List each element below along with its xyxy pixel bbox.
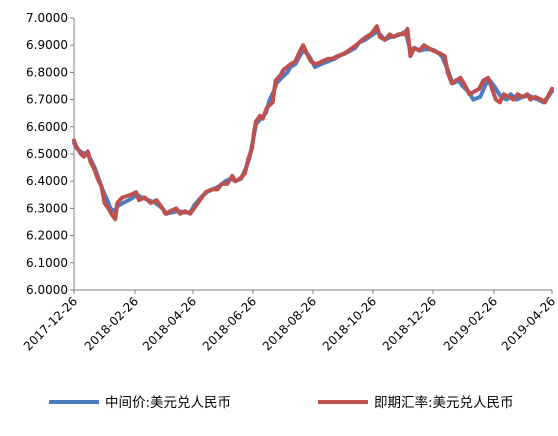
x-tick-label: 2018-12-26	[380, 294, 439, 353]
x-tick-label: 2019-02-26	[441, 294, 500, 353]
y-tick-label: 7.0000	[26, 11, 68, 25]
y-tick-label: 6.8000	[26, 65, 68, 79]
x-tick-label: 2018-10-26	[320, 294, 379, 353]
y-tick-label: 6.4000	[26, 174, 68, 188]
y-axis: 7.0000 6.9000 6.8000 6.7000 6.6000 6.5000 6.40…	[26, 11, 75, 297]
legend: 中间价:美元兑人民币 即期汇率:美元兑人民币	[49, 394, 514, 411]
series-line-1	[72, 29, 554, 216]
x-tick-label: 2018-08-26	[260, 294, 319, 353]
y-tick-label: 6.7000	[26, 93, 68, 107]
y-tick-label: 6.2000	[26, 229, 68, 243]
y-tick-label: 6.1000	[26, 256, 68, 270]
legend-label-1: 中间价:美元兑人民币	[105, 395, 231, 411]
x-tick-label: 2018-04-26	[140, 294, 199, 353]
y-tick-label: 6.6000	[26, 120, 68, 134]
x-tick-label: 2018-06-26	[200, 294, 259, 353]
x-tick-label: 2019-04-26	[499, 294, 558, 353]
y-tick-label: 6.0000	[26, 283, 68, 297]
legend-label-2: 即期汇率:美元兑人民币	[374, 394, 514, 411]
y-tick-label: 6.3000	[26, 201, 68, 215]
y-tick-label: 6.9000	[26, 38, 68, 52]
x-tick-label: 2018-02-26	[82, 294, 141, 353]
series-layer	[72, 24, 554, 222]
y-tick-label: 6.5000	[26, 147, 68, 161]
series-line-2	[72, 24, 554, 222]
x-tick-label: 2017-12-26	[21, 294, 80, 353]
